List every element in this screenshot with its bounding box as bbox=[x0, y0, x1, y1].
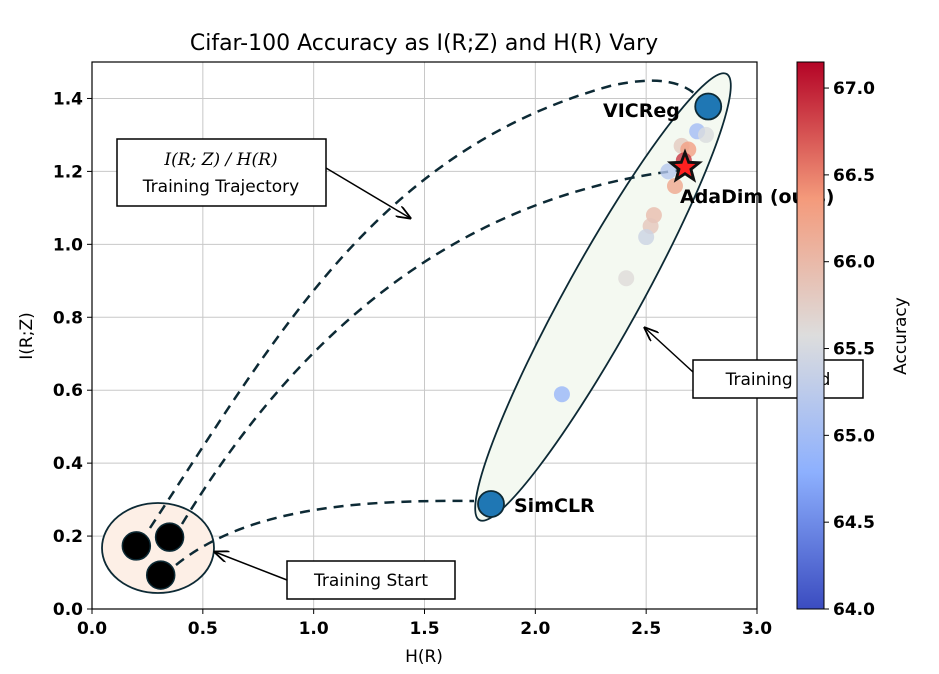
simclr-label: SimCLR bbox=[514, 495, 595, 517]
adadim-label: AdaDim (ours) bbox=[680, 186, 834, 208]
x-tick-label: 2.0 bbox=[520, 619, 550, 639]
vicreg-label: VICReg bbox=[603, 100, 680, 122]
y-axis-label: I(R;Z) bbox=[17, 312, 37, 359]
trajectory-simclr bbox=[175, 499, 475, 566]
y-tick-label: 1.4 bbox=[53, 89, 83, 109]
accuracy-point bbox=[698, 126, 715, 143]
plot-frame bbox=[91, 61, 758, 610]
y-tick-label: 0.4 bbox=[53, 454, 83, 474]
trajectory-arrow bbox=[325, 167, 410, 218]
adadim-star-icon bbox=[674, 156, 696, 177]
colorbar-tick-label: 64.0 bbox=[833, 600, 875, 620]
colorbar bbox=[796, 61, 825, 610]
end-arrow bbox=[645, 328, 694, 373]
x-axis-label: H(R) bbox=[405, 647, 443, 667]
training-start-region bbox=[101, 502, 215, 594]
accuracy-point bbox=[666, 177, 683, 194]
trajectory-annotation-text: Training Trajectory bbox=[142, 177, 299, 197]
trajectory-adadim bbox=[180, 168, 683, 525]
x-tick-label: 0.0 bbox=[77, 619, 107, 639]
accuracy-point bbox=[553, 386, 570, 403]
end-annotation-box bbox=[692, 359, 864, 399]
y-tick-label: 0.6 bbox=[53, 381, 83, 401]
y-tick-label: 0.0 bbox=[53, 600, 83, 620]
accuracy-point bbox=[618, 270, 635, 287]
colorbar-label: Accuracy bbox=[891, 297, 911, 375]
colorbar-tick-label: 64.5 bbox=[833, 513, 875, 533]
x-tick-label: 1.0 bbox=[299, 619, 329, 639]
training-end-region bbox=[474, 72, 732, 522]
simclr-point bbox=[477, 490, 505, 518]
y-tick-label: 0.2 bbox=[53, 527, 83, 547]
start-annotation-text: Training Start bbox=[313, 571, 428, 591]
x-tick-label: 1.5 bbox=[409, 619, 439, 639]
colorbar-tick-label: 67.0 bbox=[833, 79, 875, 99]
start-arrow bbox=[215, 552, 288, 581]
accuracy-point bbox=[638, 229, 655, 246]
chart-title: Cifar-100 Accuracy as I(R;Z) and H(R) Va… bbox=[190, 31, 658, 56]
x-tick-label: 3.0 bbox=[742, 619, 772, 639]
trajectory-annotation-math: I(R; Z) / H(R) bbox=[163, 150, 277, 170]
vicreg-point bbox=[694, 92, 723, 121]
accuracy-point bbox=[660, 163, 677, 180]
colorbar-tick-label: 66.5 bbox=[833, 166, 875, 186]
colorbar-tick-label: 66.0 bbox=[833, 253, 875, 273]
y-tick-label: 1.2 bbox=[53, 162, 83, 182]
y-tick-label: 0.8 bbox=[53, 308, 83, 328]
colorbar-tick-label: 65.0 bbox=[833, 426, 875, 446]
start-point bbox=[145, 560, 176, 590]
start-point bbox=[121, 531, 152, 561]
colorbar-tick-label: 65.5 bbox=[833, 340, 875, 360]
trajectory-annotation-box bbox=[116, 138, 327, 207]
start-point bbox=[154, 522, 185, 552]
x-tick-label: 2.5 bbox=[631, 619, 661, 639]
trajectory-vicreg bbox=[148, 79, 704, 529]
y-tick-label: 1.0 bbox=[53, 235, 83, 255]
x-tick-label: 0.5 bbox=[188, 619, 218, 639]
